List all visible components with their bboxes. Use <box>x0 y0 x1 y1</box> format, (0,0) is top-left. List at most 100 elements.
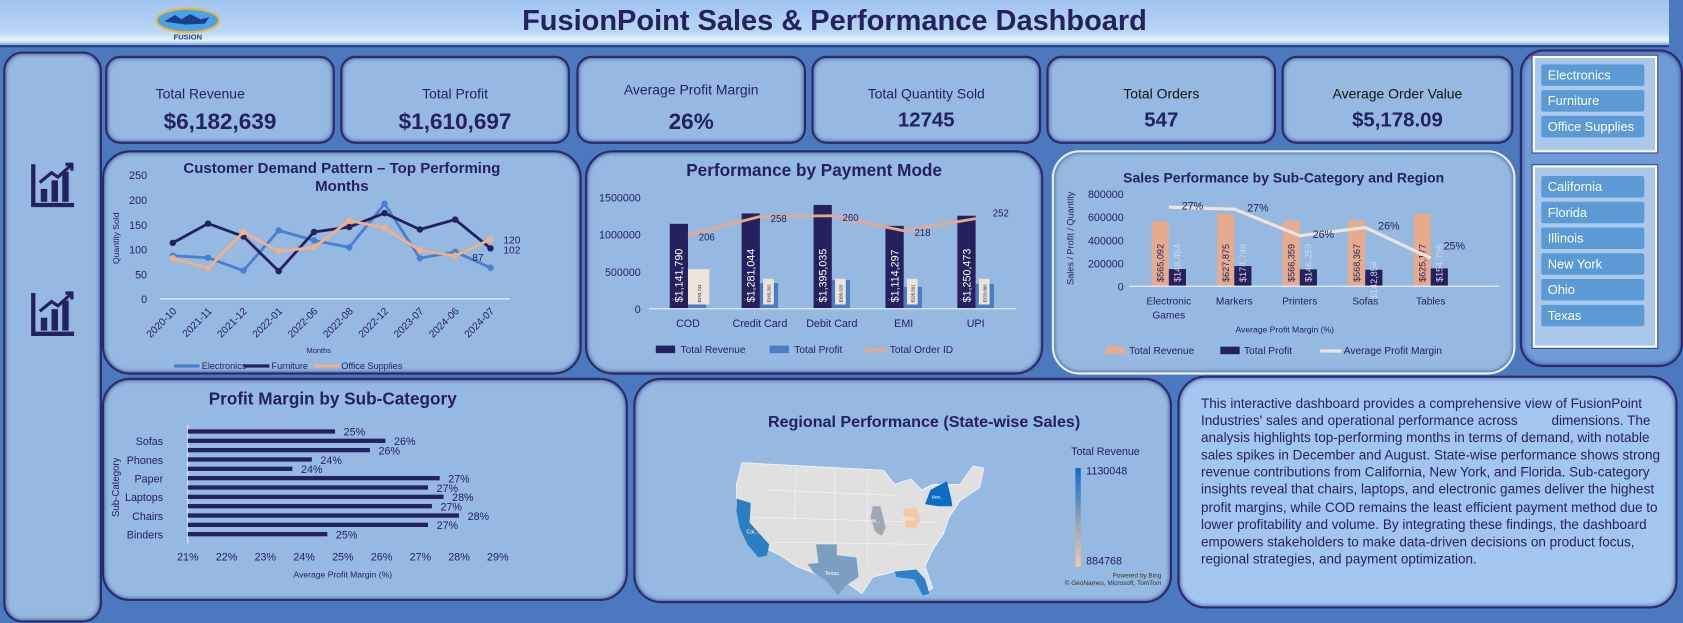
legend-label[interactable]: Furniture <box>272 361 308 371</box>
slicer-item-furniture[interactable]: Furniture <box>1541 90 1645 112</box>
data-label: 25% <box>1444 241 1466 253</box>
bar-total-revenue <box>1217 213 1235 287</box>
bar-profit-margin <box>187 429 336 434</box>
y-axis-label: Sales / Profit / Quantity <box>1065 191 1075 285</box>
data-label: $625,177 <box>1417 244 1427 282</box>
y-tick-label: Laptops <box>125 492 163 504</box>
slicer-item-texas[interactable]: Texas <box>1541 304 1645 327</box>
data-label: $1,114,297 <box>889 249 901 302</box>
bar-profit-margin <box>187 476 440 481</box>
bar-total-profit <box>1365 269 1383 287</box>
bar-profit-margin <box>187 504 432 509</box>
data-label: 87 <box>472 253 484 264</box>
data-point <box>346 217 353 224</box>
description-text: This interactive dashboard provides a co… <box>1201 396 1661 567</box>
chart-title: Customer Demand Pattern – Top Performing… <box>183 158 501 195</box>
chart-title: Sales Performance by Sub-Category and Re… <box>1123 169 1445 186</box>
slicer-item-illinois[interactable]: Illinois <box>1541 227 1645 250</box>
dashboard-title: FusionPoint Sales & Performance Dashboar… <box>522 4 1147 37</box>
y-tick-label: 800000 <box>1088 189 1124 201</box>
state-new-york <box>925 481 953 507</box>
data-label-box <box>763 278 774 305</box>
slicer-item-florida[interactable]: Florida <box>1541 201 1645 224</box>
legend-swatch <box>1105 346 1125 355</box>
series-line-total-order-id <box>687 214 976 237</box>
data-label: 27% <box>1182 200 1204 212</box>
data-label: 26% <box>1313 229 1335 241</box>
legend-label[interactable]: Average Profit Margin <box>1344 346 1442 357</box>
data-label: $174,749 <box>1238 244 1248 282</box>
bing-credit: Powered by Bing <box>1112 573 1162 580</box>
data-label: 27% <box>441 501 463 513</box>
data-label: 27% <box>437 520 459 532</box>
kpi-value: $5,178.09 <box>1352 109 1443 133</box>
x-tick-label: 27% <box>410 551 432 563</box>
legend-label[interactable]: Total Profit <box>794 345 842 356</box>
data-label: 260 <box>843 213 859 224</box>
map-legend-title: Total Revenue <box>1071 446 1140 459</box>
bar-profit-margin <box>187 494 444 499</box>
us-map[interactable]: Cal... New... Illi... Ohio Texas <box>728 457 996 599</box>
legend-label[interactable]: Total Order ID <box>890 345 953 356</box>
data-label: $333,889 <box>982 284 987 302</box>
data-label: $568,367 <box>1352 244 1362 282</box>
svg-text:FUSION: FUSION <box>174 33 202 42</box>
kpi-value: 547 <box>1144 109 1179 133</box>
kpi-total-profit: Total Profit $1,610,697 <box>340 55 570 144</box>
x-tick-label: 2024-06 <box>427 306 461 340</box>
bar-profit-margin <box>187 466 293 471</box>
data-point <box>487 236 494 243</box>
bar-total-revenue <box>1151 220 1169 287</box>
kpi-value: $6,182,639 <box>163 109 277 135</box>
data-label: 120 <box>503 236 520 247</box>
legend-label[interactable]: Total Revenue <box>680 345 745 356</box>
y-tick-label: 0 <box>141 294 147 306</box>
slicer-item-new-york[interactable]: New York <box>1541 253 1645 275</box>
bar-total-revenue <box>669 223 688 309</box>
x-axis-label: Months <box>306 346 331 355</box>
bar-total-revenue <box>813 204 832 309</box>
y-tick-label: Chairs <box>132 511 163 523</box>
x-tick-label: 23% <box>255 551 277 563</box>
state-texas <box>807 544 859 596</box>
x-tick-label: 24% <box>293 551 315 563</box>
data-label: $142,854 <box>1369 261 1379 299</box>
bar-profit-margin <box>187 457 312 462</box>
x-tick-label: Tables <box>1416 296 1445 307</box>
state-florida <box>894 569 930 596</box>
bar-chart-icon[interactable] <box>30 290 77 337</box>
y-axis-label: Sub-Category <box>111 457 122 517</box>
slicer-item-electronics[interactable]: Electronics <box>1541 64 1645 86</box>
legend-label[interactable]: Total Revenue <box>1129 346 1194 357</box>
data-label: 25% <box>344 427 366 439</box>
data-label-box <box>687 269 710 305</box>
data-label: $148,454 <box>1173 244 1183 282</box>
x-tick-label: 25% <box>332 551 354 563</box>
x-tick-label: COD <box>676 318 700 330</box>
slicer-item-california[interactable]: California <box>1541 176 1645 198</box>
data-label: $385,925 <box>839 284 844 302</box>
kpi-total-orders: Total Orders 547 <box>1046 55 1277 144</box>
bar-chart-icon[interactable] <box>30 161 77 208</box>
data-label: 218 <box>914 228 930 239</box>
kpi-average-order-value: Average Order Value $5,178.09 <box>1281 55 1514 144</box>
slicer-item-ohio[interactable]: Ohio <box>1541 279 1645 301</box>
legend-label[interactable]: Electronics <box>202 361 247 371</box>
data-point <box>204 220 212 227</box>
profit-margin-chart: Profit Margin by Sub-Category 25% 26% Sofa… <box>101 377 628 602</box>
kpi-value: $1,610,697 <box>398 109 512 135</box>
data-label: 27% <box>448 473 470 485</box>
series-line-furniture <box>172 211 492 274</box>
data-label: $345,392 <box>767 284 772 302</box>
data-label: 26% <box>1378 221 1400 233</box>
legend-label[interactable]: Office Supplies <box>341 361 403 371</box>
state-label: New... <box>932 495 944 500</box>
data-label: 26% <box>394 436 416 448</box>
data-label: $293,744 <box>697 284 702 302</box>
data-point <box>169 239 177 247</box>
x-tick-label: Electronic <box>1146 296 1191 307</box>
slicer-item-office-supplies[interactable]: Office Supplies <box>1541 115 1645 138</box>
legend-label[interactable]: Total Profit <box>1244 346 1292 357</box>
description-panel: This interactive dashboard provides a co… <box>1177 375 1678 609</box>
